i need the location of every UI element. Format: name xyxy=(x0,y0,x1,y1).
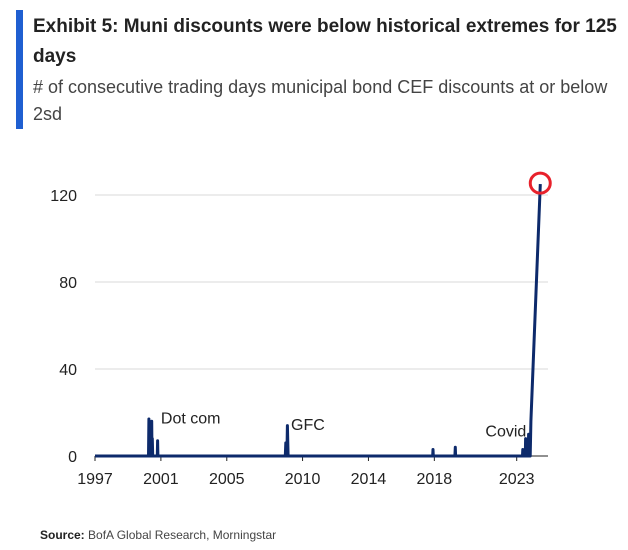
chart-subtitle: # of consecutive trading days municipal … xyxy=(33,77,608,124)
source-label: Source: xyxy=(40,528,85,542)
x-tick-label: 2018 xyxy=(417,471,453,488)
series-line xyxy=(95,184,542,458)
x-tick-label: 2023 xyxy=(499,471,535,488)
y-tick-label: 0 xyxy=(68,449,77,466)
annotation-label: GFC xyxy=(291,417,325,434)
x-tick-label: 2014 xyxy=(351,471,387,488)
axes: 0 40 80 120 1997 2001 2005 2010 2014 2018 2023 xyxy=(50,188,548,488)
x-tick-label: 2010 xyxy=(285,471,321,488)
gridlines xyxy=(95,194,548,370)
source-text: BofA Global Research, Morningstar xyxy=(88,528,277,542)
annotation-label: Dot com xyxy=(161,410,221,427)
x-tick-label: 2001 xyxy=(143,471,179,488)
chart-title: Exhibit 5: Muni discounts were below his… xyxy=(33,16,617,67)
y-tick-label: 40 xyxy=(59,362,77,379)
source-note: Source: BofA Global Research, Morningsta… xyxy=(40,528,276,542)
accent-bar xyxy=(16,10,23,129)
x-tick-label: 2005 xyxy=(209,471,245,488)
annotation-label: Covid xyxy=(485,423,526,440)
series xyxy=(95,184,542,458)
x-tick-label: 1997 xyxy=(77,471,113,488)
y-tick-label: 80 xyxy=(59,275,77,292)
annotations: Dot com GFC Covid xyxy=(161,171,552,440)
y-tick-label: 120 xyxy=(50,188,77,205)
highlight-circle xyxy=(528,171,552,195)
